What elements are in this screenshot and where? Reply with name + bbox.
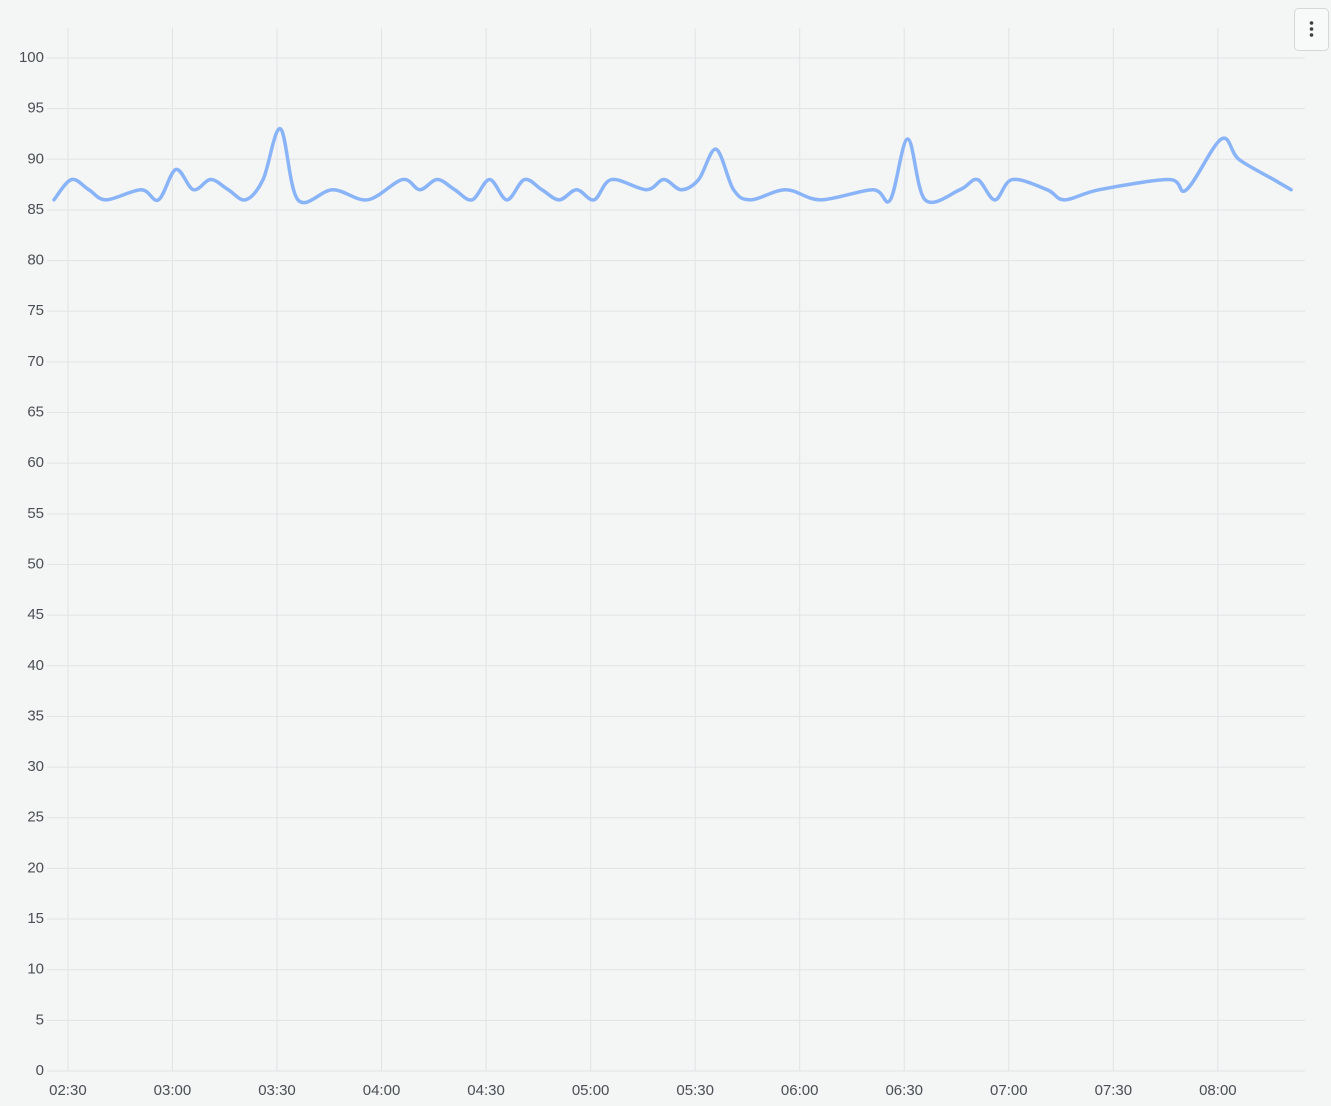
y-tick-label: 50 — [27, 555, 44, 572]
y-tick-label: 85 — [27, 201, 44, 218]
y-tick-label: 100 — [19, 49, 44, 66]
y-tick-label: 55 — [27, 505, 44, 522]
y-tick-label: 15 — [27, 910, 44, 927]
y-tick-label: 0 — [36, 1062, 44, 1079]
y-tick-label: 30 — [27, 758, 44, 775]
y-tick-label: 90 — [27, 150, 44, 167]
y-tick-label: 65 — [27, 404, 44, 421]
y-tick-label: 75 — [27, 302, 44, 319]
x-tick-label: 03:00 — [154, 1082, 192, 1099]
x-tick-label: 03:30 — [258, 1082, 296, 1099]
y-tick-label: 25 — [27, 809, 44, 826]
y-tick-label: 40 — [27, 657, 44, 674]
x-tick-label: 06:30 — [885, 1082, 923, 1099]
y-tick-label: 20 — [27, 859, 44, 876]
y-tick-label: 10 — [27, 961, 44, 978]
x-tick-label: 05:30 — [676, 1082, 714, 1099]
y-tick-label: 5 — [36, 1011, 44, 1028]
x-tick-label: 02:30 — [49, 1082, 87, 1099]
x-tick-label: 04:00 — [363, 1082, 401, 1099]
x-tick-label: 07:00 — [990, 1082, 1028, 1099]
x-tick-label: 06:00 — [781, 1082, 819, 1099]
y-tick-label: 95 — [27, 100, 44, 117]
x-tick-label: 05:00 — [572, 1082, 610, 1099]
y-tick-label: 80 — [27, 252, 44, 269]
menu-dot — [1309, 27, 1314, 31]
grid — [47, 28, 1305, 1072]
x-tick-label: 08:00 — [1199, 1082, 1237, 1099]
y-tick-label: 45 — [27, 606, 44, 623]
line — [52, 127, 1293, 205]
menu-dot — [1309, 21, 1314, 25]
y-tick-label: 70 — [27, 353, 44, 370]
menu-dot — [1309, 33, 1314, 37]
y-tick-label: 60 — [27, 454, 44, 471]
x-tick-label: 04:30 — [467, 1082, 505, 1099]
x-tick-label: 07:30 — [1095, 1082, 1133, 1099]
y-tick-label: 35 — [27, 707, 44, 724]
menu-button[interactable] — [1294, 8, 1329, 51]
